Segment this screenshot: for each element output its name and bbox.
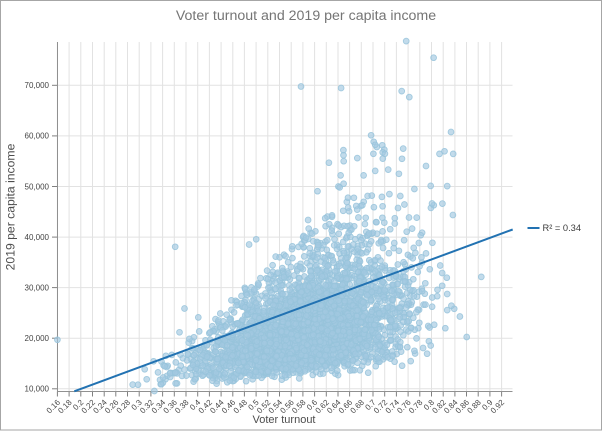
svg-text:Voter turnout and 2019 per cap: Voter turnout and 2019 per capita income	[176, 8, 436, 24]
svg-text:50,000: 50,000	[25, 182, 50, 191]
svg-text:70,000: 70,000	[25, 81, 50, 90]
svg-text:10,000: 10,000	[25, 385, 50, 394]
svg-text:R² = 0.34: R² = 0.34	[543, 223, 582, 233]
svg-text:2019 per capita income: 2019 per capita income	[4, 143, 18, 270]
svg-text:Voter turnout: Voter turnout	[253, 414, 316, 426]
svg-text:30,000: 30,000	[25, 283, 50, 292]
svg-text:60,000: 60,000	[25, 132, 50, 141]
svg-text:40,000: 40,000	[25, 233, 50, 242]
svg-text:20,000: 20,000	[25, 334, 50, 343]
